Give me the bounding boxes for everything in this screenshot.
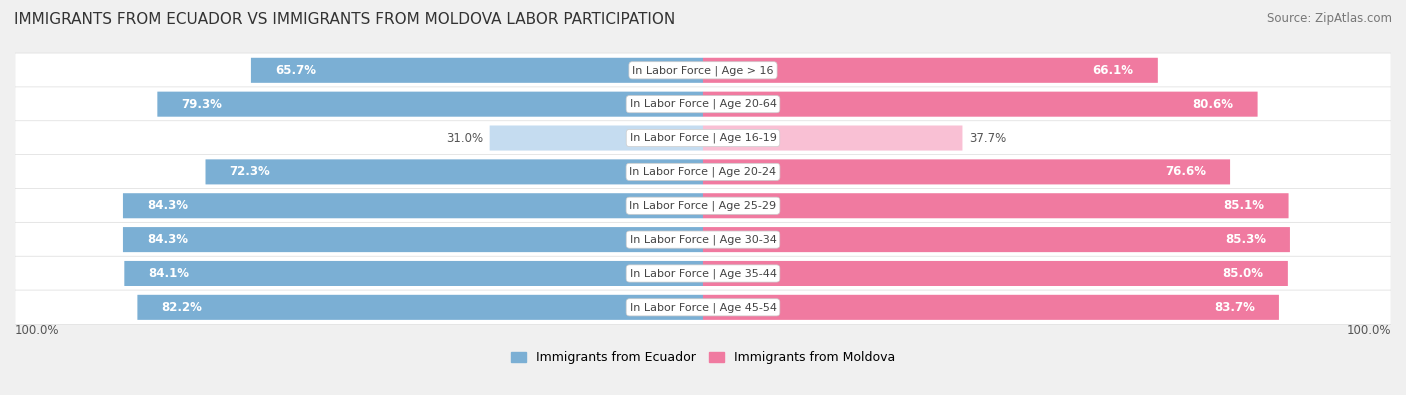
FancyBboxPatch shape (703, 227, 1289, 252)
FancyBboxPatch shape (15, 121, 1391, 155)
FancyBboxPatch shape (122, 227, 703, 252)
Text: Source: ZipAtlas.com: Source: ZipAtlas.com (1267, 12, 1392, 25)
FancyBboxPatch shape (489, 126, 703, 150)
FancyBboxPatch shape (122, 193, 703, 218)
Legend: Immigrants from Ecuador, Immigrants from Moldova: Immigrants from Ecuador, Immigrants from… (506, 346, 900, 369)
FancyBboxPatch shape (703, 58, 1157, 83)
FancyBboxPatch shape (703, 295, 1279, 320)
Text: 80.6%: 80.6% (1192, 98, 1233, 111)
Text: In Labor Force | Age 20-24: In Labor Force | Age 20-24 (630, 167, 776, 177)
FancyBboxPatch shape (138, 295, 703, 320)
Text: 84.1%: 84.1% (149, 267, 190, 280)
FancyBboxPatch shape (15, 290, 1391, 325)
Text: In Labor Force | Age 20-64: In Labor Force | Age 20-64 (630, 99, 776, 109)
Text: In Labor Force | Age > 16: In Labor Force | Age > 16 (633, 65, 773, 75)
Text: 84.3%: 84.3% (148, 199, 188, 212)
Text: 100.0%: 100.0% (1347, 324, 1391, 337)
Text: 82.2%: 82.2% (162, 301, 202, 314)
Text: 72.3%: 72.3% (229, 166, 270, 179)
Text: 85.0%: 85.0% (1223, 267, 1264, 280)
Text: 79.3%: 79.3% (181, 98, 222, 111)
Text: 85.3%: 85.3% (1225, 233, 1265, 246)
FancyBboxPatch shape (703, 193, 1288, 218)
Text: IMMIGRANTS FROM ECUADOR VS IMMIGRANTS FROM MOLDOVA LABOR PARTICIPATION: IMMIGRANTS FROM ECUADOR VS IMMIGRANTS FR… (14, 12, 675, 27)
Text: 85.1%: 85.1% (1223, 199, 1264, 212)
FancyBboxPatch shape (15, 256, 1391, 291)
FancyBboxPatch shape (15, 53, 1391, 88)
FancyBboxPatch shape (15, 154, 1391, 189)
FancyBboxPatch shape (15, 222, 1391, 257)
Text: 65.7%: 65.7% (276, 64, 316, 77)
Text: 100.0%: 100.0% (15, 324, 59, 337)
Text: 84.3%: 84.3% (148, 233, 188, 246)
Text: In Labor Force | Age 45-54: In Labor Force | Age 45-54 (630, 302, 776, 312)
Text: 83.7%: 83.7% (1213, 301, 1254, 314)
FancyBboxPatch shape (124, 261, 703, 286)
Text: 66.1%: 66.1% (1092, 64, 1133, 77)
FancyBboxPatch shape (157, 92, 703, 117)
FancyBboxPatch shape (703, 159, 1230, 184)
Text: 31.0%: 31.0% (446, 132, 482, 145)
FancyBboxPatch shape (205, 159, 703, 184)
FancyBboxPatch shape (250, 58, 703, 83)
Text: In Labor Force | Age 16-19: In Labor Force | Age 16-19 (630, 133, 776, 143)
Text: In Labor Force | Age 35-44: In Labor Force | Age 35-44 (630, 268, 776, 279)
FancyBboxPatch shape (15, 188, 1391, 223)
Text: 37.7%: 37.7% (969, 132, 1007, 145)
Text: In Labor Force | Age 30-34: In Labor Force | Age 30-34 (630, 234, 776, 245)
FancyBboxPatch shape (15, 87, 1391, 121)
FancyBboxPatch shape (703, 261, 1288, 286)
Text: In Labor Force | Age 25-29: In Labor Force | Age 25-29 (630, 201, 776, 211)
FancyBboxPatch shape (703, 92, 1257, 117)
Text: 76.6%: 76.6% (1166, 166, 1206, 179)
FancyBboxPatch shape (703, 126, 963, 150)
